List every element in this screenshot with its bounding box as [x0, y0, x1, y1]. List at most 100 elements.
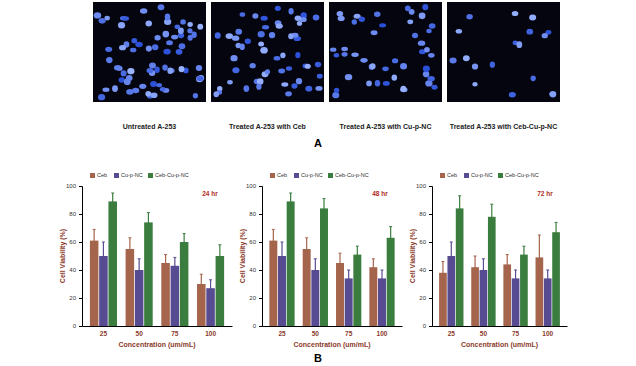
nucleus [305, 64, 311, 69]
nucleus [240, 12, 246, 17]
micrograph [93, 2, 206, 102]
nucleus [139, 84, 146, 89]
error-bar-stem [451, 242, 452, 270]
y-tick: 80 [69, 211, 82, 217]
x-axis-line [433, 326, 568, 327]
error-bar-cap [218, 244, 221, 245]
y-tick-mark [429, 242, 432, 243]
nucleus [509, 92, 516, 97]
nucleus [243, 85, 249, 92]
y-tick: 20 [249, 295, 262, 301]
nucleus [196, 76, 203, 82]
nucleus [197, 24, 203, 30]
x-tick: 25 [100, 326, 108, 337]
error-bar-cap [138, 258, 141, 259]
error-bar-stem [390, 227, 391, 249]
error-bar-stem [459, 196, 460, 221]
error-bar [339, 253, 342, 273]
x-tick-label: 100 [377, 330, 388, 337]
nucleus [160, 87, 166, 92]
nucleus [154, 66, 159, 73]
error-bar-stem [94, 229, 95, 251]
micrograph [329, 2, 442, 102]
error-bar-stem [547, 270, 548, 287]
error-bar [347, 270, 350, 287]
x-tick: 25 [278, 326, 286, 337]
error-bar-cap [347, 270, 350, 271]
x-tick: 50 [480, 326, 488, 337]
nucleus [193, 93, 198, 98]
error-bar-cap [546, 270, 549, 271]
error-bar-cap [281, 242, 284, 243]
nucleus [215, 32, 221, 38]
nucleus [295, 16, 302, 21]
figure: Untreated A-253Treated A-253 with CebTre… [0, 0, 636, 366]
error-bar [546, 270, 549, 287]
error-bar-cap [339, 253, 342, 254]
nucleus [227, 80, 233, 84]
nucleus [235, 29, 242, 35]
error-bar-cap [381, 270, 384, 271]
error-bar [128, 238, 131, 260]
error-bar [111, 193, 114, 210]
nucleus [166, 40, 173, 45]
caption: Treated A-253 with Cu-p-NC [340, 123, 432, 131]
nucleus [291, 83, 297, 89]
error-bar [458, 196, 461, 221]
error-bar-stem [290, 193, 291, 210]
nucleus [382, 66, 389, 71]
error-bar-stem [273, 229, 274, 251]
nucleus [102, 88, 109, 92]
nucleus [145, 91, 151, 97]
nucleus [337, 11, 344, 16]
bar [180, 242, 189, 326]
error-bar [356, 246, 359, 263]
legend-label: Ceb [447, 172, 457, 178]
y-tick-mark [259, 214, 262, 215]
x-tick-label: 25 [278, 330, 286, 337]
error-bar-stem [539, 235, 540, 280]
nucleus [262, 25, 269, 29]
x-axis-line [263, 326, 403, 327]
y-tick-label: 0 [253, 323, 257, 329]
nucleus [276, 24, 283, 29]
nucleus [135, 42, 142, 47]
x-tick-label: 25 [100, 330, 108, 337]
error-bar [450, 242, 453, 270]
y-tick-mark [259, 270, 262, 271]
nucleus [179, 43, 186, 49]
nucleus [424, 47, 430, 52]
x-tick-label: 50 [136, 330, 144, 337]
x-tick-label: 50 [480, 330, 488, 337]
nucleus [269, 32, 275, 38]
bar [108, 201, 117, 326]
nucleus [265, 69, 270, 74]
error-bar-stem [381, 270, 382, 287]
y-tick-mark [79, 214, 82, 215]
caption: Treated A-253 with Ceb [229, 123, 306, 130]
nucleus [315, 62, 321, 68]
y-tick-label: 60 [69, 239, 76, 245]
nucleus [146, 68, 153, 73]
error-bar [538, 235, 541, 280]
y-tick-mark [429, 326, 432, 327]
error-bar-stem [315, 259, 316, 281]
legend-swatch [294, 173, 299, 178]
error-bar [474, 256, 477, 278]
error-bar-cap [482, 258, 485, 259]
nucleus [286, 66, 292, 70]
y-tick-label: 0 [73, 323, 77, 329]
y-tick-mark [79, 298, 82, 299]
error-bar-cap [474, 256, 477, 257]
y-tick-label: 100 [66, 183, 77, 189]
legend-label: Cu-p-NC [471, 172, 493, 178]
nucleus [99, 18, 106, 24]
legend: CebCu-p-NCCeb-Cu-p-NC [270, 172, 369, 178]
x-tick: 100 [377, 326, 388, 337]
caption: Treated A-253 with Ceb-Cu-p-NC [450, 123, 557, 131]
error-bar-stem [339, 253, 340, 273]
nucleus [175, 24, 181, 29]
bar [144, 222, 153, 326]
error-bar-stem [219, 245, 220, 267]
nucleus [449, 58, 456, 64]
